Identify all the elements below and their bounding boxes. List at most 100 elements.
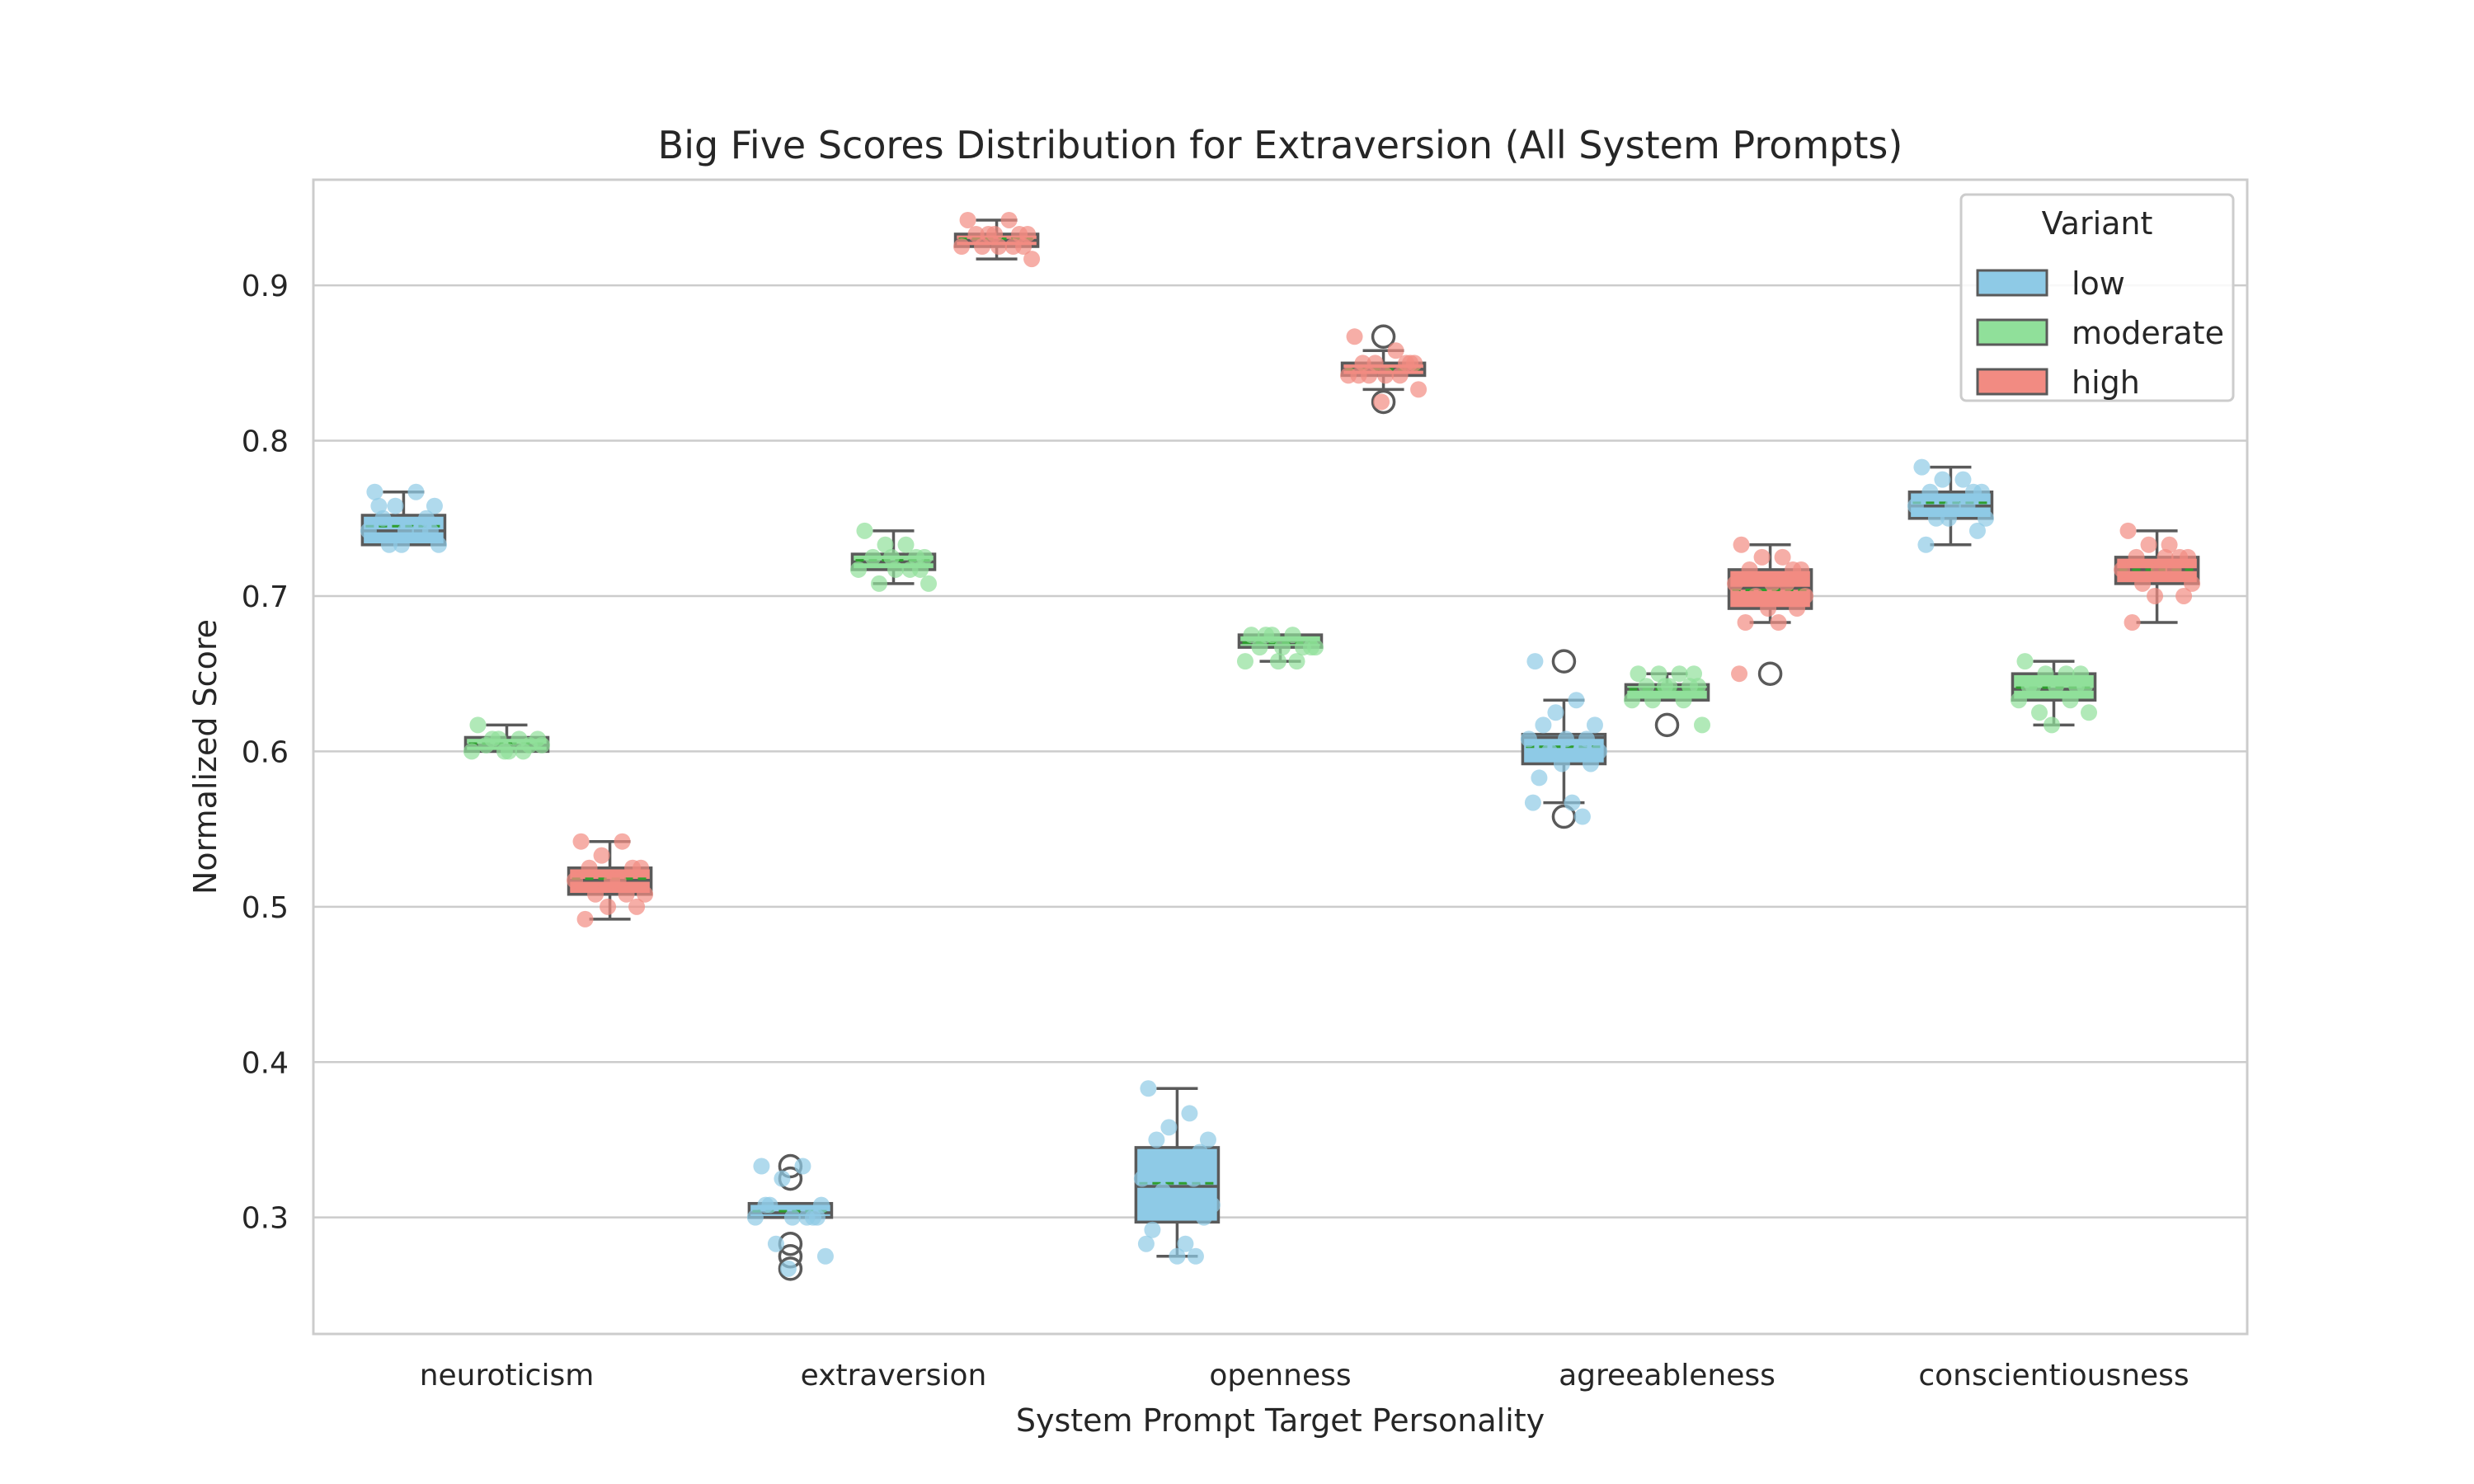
data-point-low: [1181, 1105, 1198, 1122]
data-point-low: [1137, 1235, 1155, 1252]
data-point-high: [1354, 355, 1371, 372]
data-point-high: [2161, 536, 2178, 553]
data-point-low: [1187, 1247, 1204, 1265]
data-point-low: [1940, 510, 1957, 527]
data-point-high: [2151, 561, 2168, 578]
data-point-moderate: [1644, 692, 1661, 709]
data-point-moderate: [1671, 665, 1688, 683]
data-point-high: [1346, 328, 1363, 345]
data-point-high: [2175, 587, 2193, 604]
data-point-low: [1582, 755, 1599, 773]
data-point-high: [567, 871, 584, 889]
data-point-high: [1764, 575, 1781, 592]
outlier: [1551, 649, 1577, 674]
data-point-high: [1410, 381, 1427, 398]
data-point-high: [2171, 548, 2189, 566]
data-point-low: [1927, 510, 1945, 527]
y-tick-label: 0.3: [242, 1202, 289, 1236]
data-point-high: [2140, 536, 2157, 553]
data-point-moderate: [2020, 678, 2038, 695]
data-point-high: [581, 859, 598, 876]
data-point-low: [1968, 522, 1986, 539]
data-point-moderate: [1251, 639, 1268, 656]
data-point-moderate: [1274, 639, 1291, 656]
data-point-low: [430, 536, 447, 553]
legend-label-moderate: moderate: [2072, 315, 2224, 351]
data-point-moderate: [1681, 678, 1699, 695]
data-point-low: [1907, 497, 1924, 514]
x-tick-label: neuroticism: [420, 1359, 595, 1392]
y-tick-label: 0.7: [242, 580, 289, 614]
data-point-low: [421, 522, 439, 539]
data-point-low: [1553, 755, 1570, 773]
data-point-high: [1727, 575, 1744, 592]
data-point-moderate: [897, 536, 915, 553]
data-point-low: [1203, 1196, 1221, 1214]
data-point-high: [2124, 614, 2141, 632]
data-point-high: [1015, 238, 1032, 256]
data-point-moderate: [2037, 665, 2054, 683]
data-point-high: [2147, 587, 2164, 604]
data-point-moderate: [2030, 704, 2048, 721]
x-tick-label: agreeableness: [1559, 1359, 1776, 1392]
data-point-low: [1959, 497, 1976, 514]
y-tick-label: 0.9: [242, 270, 289, 303]
chart-title: Big Five Scores Distribution for Extrave…: [658, 123, 1903, 167]
outlier: [778, 1256, 803, 1281]
data-point-moderate: [2072, 665, 2090, 683]
data-point-low: [374, 510, 392, 527]
data-point-low: [1934, 471, 1951, 488]
data-point-high: [609, 871, 627, 889]
data-point-high: [959, 211, 976, 228]
data-point-moderate: [483, 730, 501, 748]
data-point-moderate: [870, 575, 887, 592]
data-point-low: [1140, 1080, 1157, 1097]
data-point-low: [816, 1247, 834, 1265]
data-point-low: [767, 1235, 784, 1252]
data-point-low: [1564, 794, 1581, 811]
data-point-low: [779, 1260, 797, 1277]
x-tick-label: conscientiousness: [1918, 1359, 2189, 1392]
legend: Variant low moderate high: [1959, 193, 2235, 402]
data-point-low: [426, 497, 443, 514]
data-point-high: [1778, 575, 1795, 592]
data-point-moderate: [1686, 665, 1703, 683]
x-axis-title: System Prompt Target Personality: [1016, 1402, 1545, 1439]
data-point-moderate: [496, 743, 513, 760]
data-point-high: [614, 833, 631, 850]
data-point-low: [1586, 716, 1603, 734]
data-point-high: [1785, 561, 1802, 578]
data-point-high: [1391, 367, 1409, 384]
data-point-high: [587, 885, 604, 903]
data-point-high: [967, 225, 985, 242]
data-point-moderate: [1295, 639, 1312, 656]
data-point-low: [1557, 730, 1574, 748]
data-point-low: [1531, 769, 1548, 787]
data-point-low: [387, 497, 404, 514]
data-point-moderate: [1630, 665, 1647, 683]
data-point-moderate: [515, 743, 532, 760]
data-point-moderate: [856, 522, 873, 539]
data-point-high: [1350, 367, 1367, 384]
data-point-high: [2157, 548, 2174, 566]
data-point-low: [380, 536, 397, 553]
data-point-low: [746, 1209, 764, 1226]
data-point-high: [624, 859, 642, 876]
data-point-moderate: [887, 561, 905, 578]
legend-frame: [1959, 193, 2235, 402]
data-point-low: [1913, 458, 1931, 476]
data-point-high: [2184, 575, 2201, 592]
data-point-low: [1954, 471, 1972, 488]
data-point-moderate: [1650, 665, 1667, 683]
data-point-high: [1737, 614, 1754, 632]
data-point-low: [1526, 653, 1544, 670]
data-point-high: [1011, 225, 1028, 242]
data-point-low: [1578, 730, 1595, 748]
data-point-low: [783, 1209, 801, 1226]
data-point-high: [1387, 342, 1404, 359]
data-point-low: [1520, 730, 1537, 748]
data-point-low: [417, 510, 435, 527]
data-point-high: [1023, 251, 1041, 268]
data-point-low: [1169, 1247, 1186, 1265]
data-point-high: [1402, 355, 1419, 372]
